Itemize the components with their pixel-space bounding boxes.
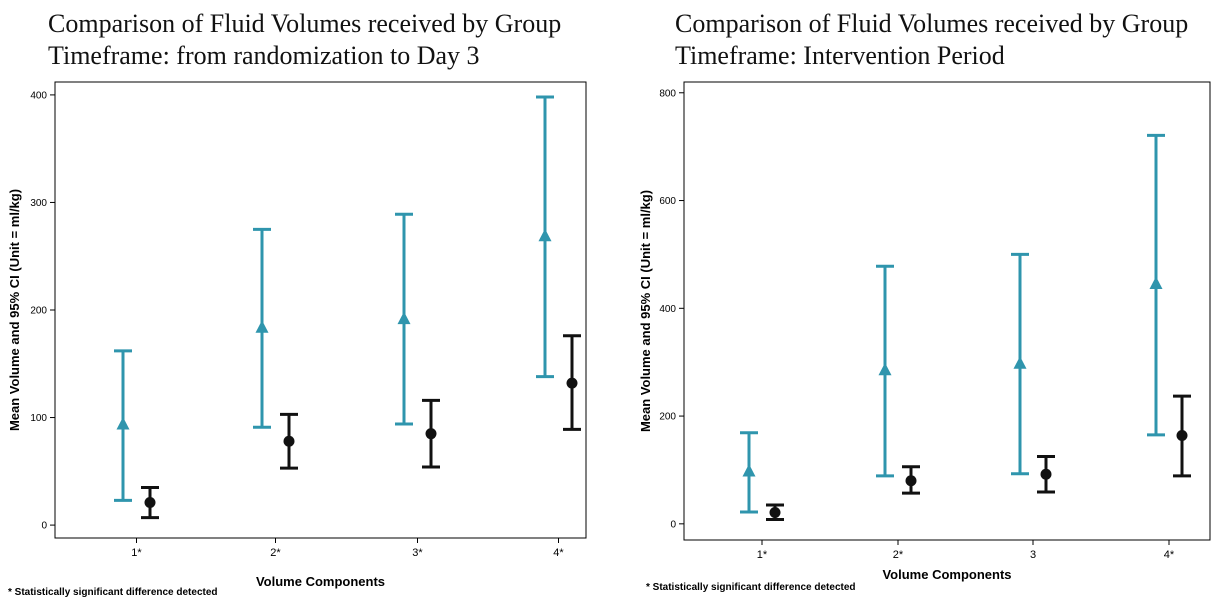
triangle-marker xyxy=(1149,276,1163,290)
chart-footnote: * Statistically significant difference d… xyxy=(646,582,856,593)
y-tick-label: 800 xyxy=(659,88,676,99)
chart-title-line1: Comparison of Fluid Volumes received by … xyxy=(48,9,562,38)
circle-marker xyxy=(905,475,917,487)
circle-marker xyxy=(566,377,578,389)
x-tick-label: 1* xyxy=(757,549,768,561)
triangle-marker xyxy=(878,362,892,376)
x-axis-label: Volume Components xyxy=(256,574,385,589)
y-tick-label: 100 xyxy=(30,413,47,424)
y-tick-label: 200 xyxy=(30,306,47,317)
circle-marker xyxy=(144,497,156,509)
x-tick-label: 2* xyxy=(270,547,281,559)
y-axis-label: Mean Volume and 95% CI (Unit = ml/kg) xyxy=(7,189,22,431)
chart-title-line1: Comparison of Fluid Volumes received by … xyxy=(675,9,1189,38)
triangle-marker xyxy=(397,311,411,325)
x-tick-label: 2* xyxy=(893,549,904,561)
triangle-marker xyxy=(742,464,756,477)
y-tick-label: 600 xyxy=(659,196,676,207)
error-bar-chart: 0 200 400 600 800 1* 2* 3 4* Volume Components Mea… xyxy=(638,81,1211,582)
chart-footnote: * Statistically significant difference d… xyxy=(8,587,218,598)
chart-panel-left: Comparison of Fluid Volumes received by … xyxy=(7,9,587,598)
plot-frame xyxy=(683,81,1211,541)
triangle-marker xyxy=(255,320,269,333)
x-tick-label: 3 xyxy=(1030,549,1036,561)
x-axis-label: Volume Components xyxy=(882,567,1011,582)
chart-title-line2: Timeframe: from randomization to Day 3 xyxy=(48,41,480,70)
circle-marker xyxy=(769,507,781,519)
chart-title-line2: Timeframe: Intervention Period xyxy=(675,41,1005,70)
circle-marker xyxy=(425,428,437,440)
x-tick-label: 4* xyxy=(553,547,564,559)
y-tick-label: 0 xyxy=(41,521,47,532)
triangle-marker xyxy=(116,417,130,430)
circle-marker xyxy=(283,435,295,447)
plot-frame xyxy=(54,81,587,539)
y-tick-label: 400 xyxy=(30,90,47,101)
circle-marker xyxy=(1176,429,1188,441)
y-axis-label: Mean Volume and 95% CI (Unit = ml/kg) xyxy=(638,190,653,432)
y-tick-label: 200 xyxy=(659,412,676,423)
error-bar-chart: 0 100 200 300 400 1* 2* 3* 4* Volume Components Me… xyxy=(7,81,587,589)
x-tick-label: 3* xyxy=(412,547,423,559)
circle-marker xyxy=(1040,468,1052,480)
y-tick-label: 0 xyxy=(670,519,676,530)
triangle-marker xyxy=(538,228,552,242)
y-tick-label: 400 xyxy=(659,304,676,315)
triangle-marker xyxy=(1013,356,1027,369)
y-tick-label: 300 xyxy=(30,198,47,209)
x-tick-label: 1* xyxy=(131,547,142,559)
x-tick-label: 4* xyxy=(1164,549,1175,561)
chart-panel-right: Comparison of Fluid Volumes received by … xyxy=(614,0,1228,602)
